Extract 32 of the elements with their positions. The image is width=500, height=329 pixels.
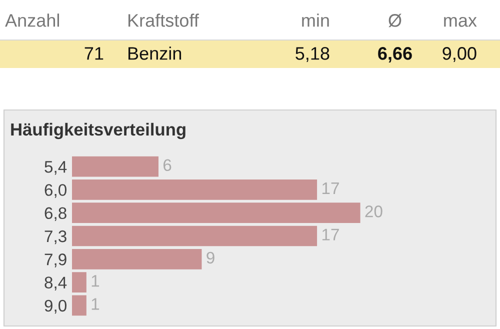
bar: [72, 180, 318, 200]
data-label: 1: [92, 298, 100, 310]
y-tick-label: 9,0: [44, 300, 66, 314]
text: 6,66: [378, 47, 412, 62]
bar: [72, 226, 318, 246]
text: 5,18: [296, 47, 330, 62]
data-label: 17: [322, 228, 339, 240]
data-label: 9: [206, 252, 214, 264]
text: Benzin: [128, 46, 182, 60]
category-label: min: [302, 14, 329, 27]
data-label: 1: [92, 275, 100, 287]
data-label: 17: [322, 182, 339, 194]
bar: [72, 156, 158, 177]
bar: [72, 295, 86, 316]
y-tick-label: 6,0: [44, 184, 66, 198]
y-tick-label: 5,4: [44, 161, 67, 175]
category-label: max: [444, 16, 477, 27]
bar: [72, 202, 360, 224]
category-label: Anzahl: [5, 14, 59, 27]
category-label: Ø: [388, 14, 402, 28]
bar: [72, 248, 202, 270]
y-tick-label: 8,4: [44, 276, 67, 290]
chart-title: Häufigkeitsverteilung: [11, 122, 186, 140]
y-tick-label: 7,9: [44, 254, 66, 268]
text: 71: [84, 47, 104, 60]
data-label: 20: [365, 206, 382, 218]
bar: [72, 272, 86, 292]
y-tick-label: 7,3: [44, 230, 66, 244]
text: 9,00: [442, 47, 476, 62]
y-tick-label: 6,8: [44, 207, 66, 222]
category-label: Kraftstoff: [128, 14, 199, 27]
data-label: 6: [163, 159, 172, 172]
